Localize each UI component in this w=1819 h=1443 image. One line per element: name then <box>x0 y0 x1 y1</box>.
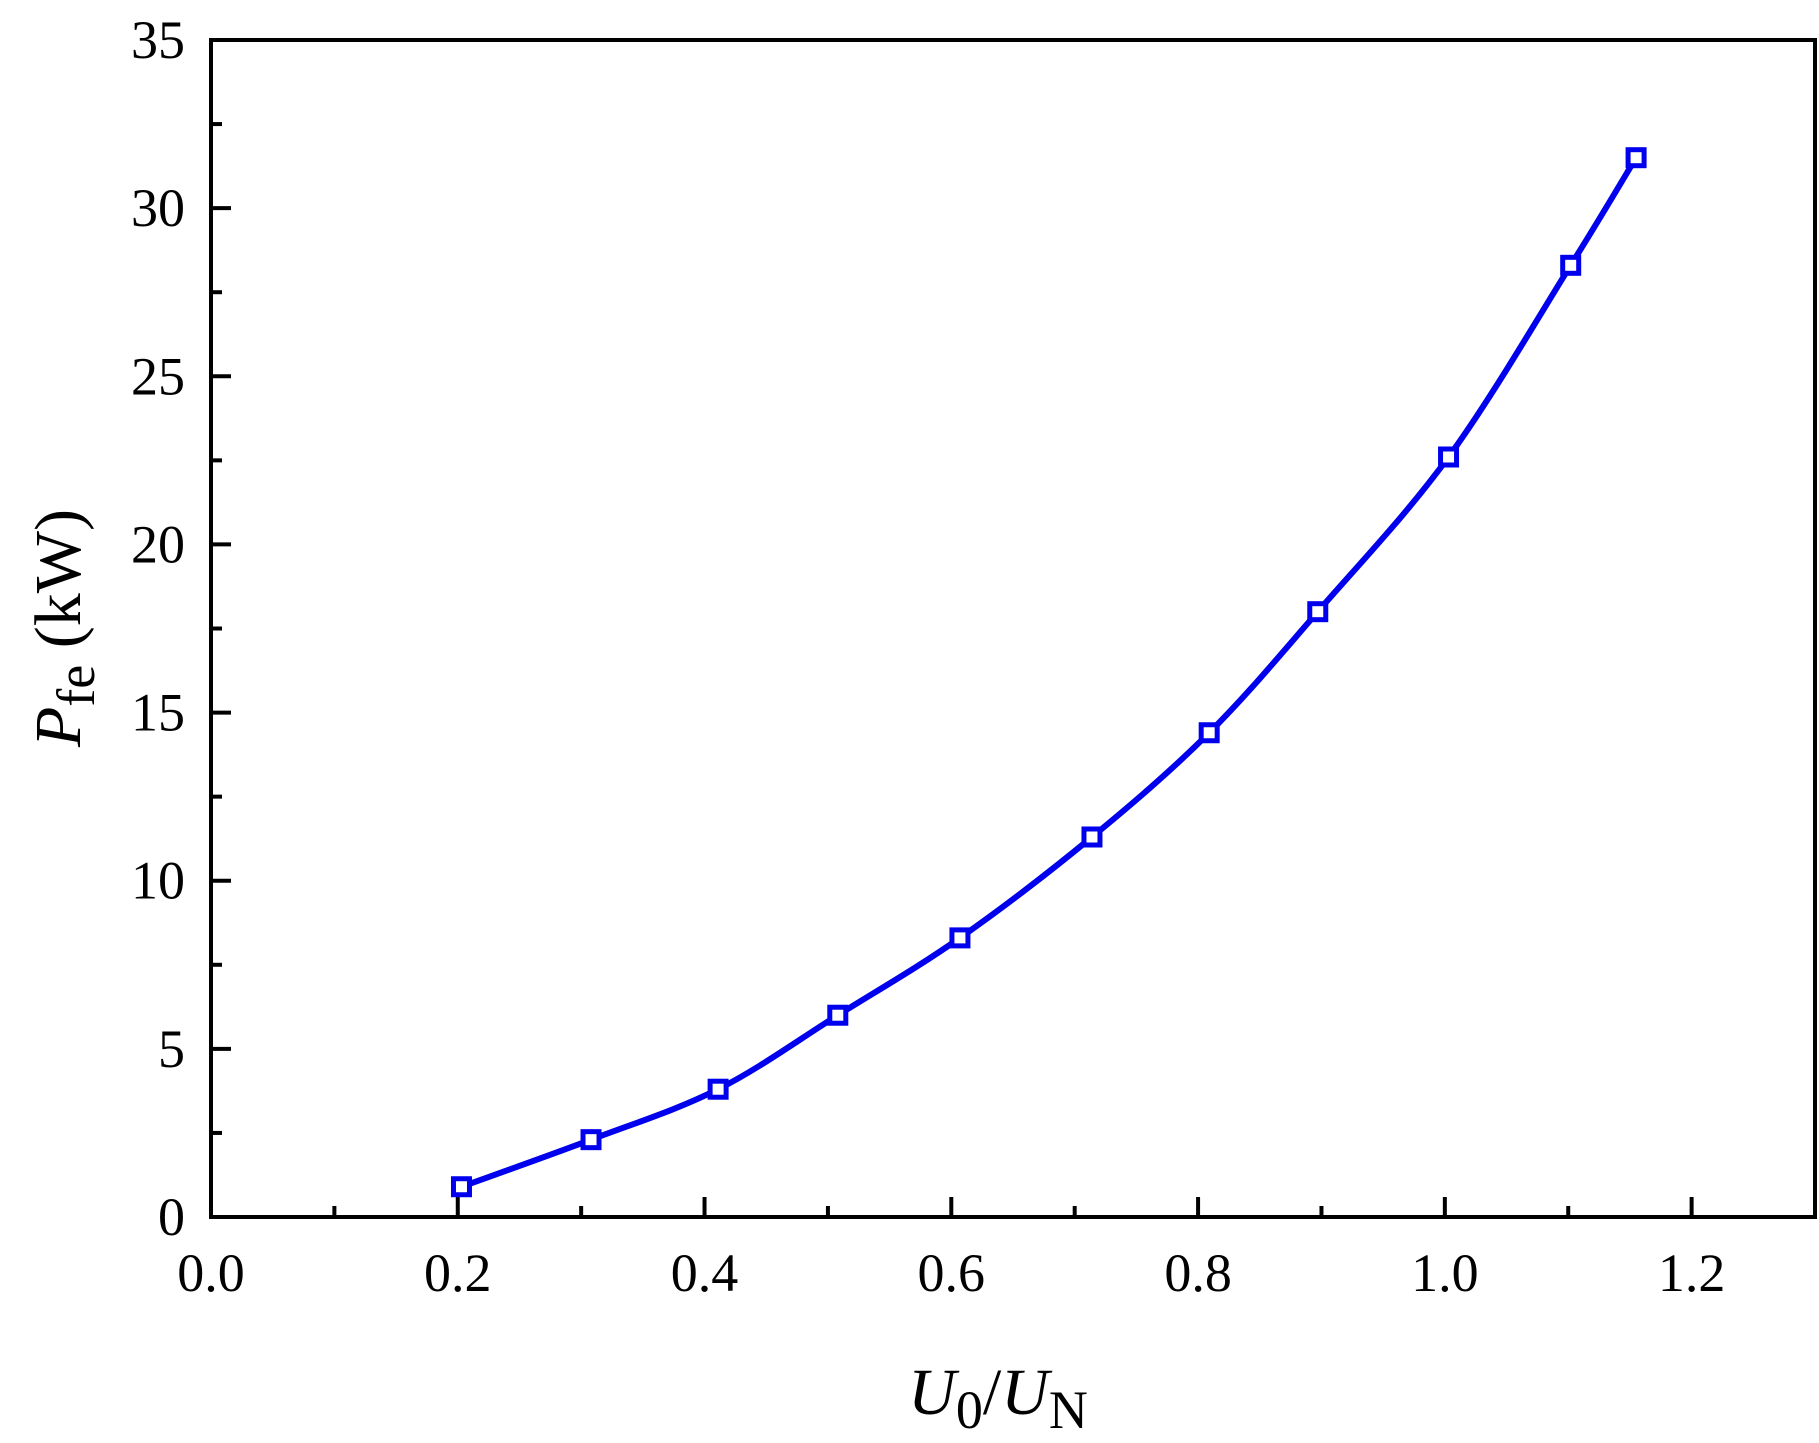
x-axis-title: U0/UN <box>908 1356 1088 1440</box>
data-point-marker <box>827 1004 849 1026</box>
data-point-marker <box>1307 601 1329 623</box>
y-tick-label: 15 <box>131 683 185 743</box>
x-tick-label: 0.4 <box>671 1243 739 1303</box>
data-point-marker <box>1560 254 1582 276</box>
y-tick-label: 25 <box>131 346 185 406</box>
data-point-marker <box>1198 722 1220 744</box>
y-tick-label: 10 <box>131 851 185 911</box>
y-tick-label: 35 <box>131 10 185 70</box>
axis-ticks <box>209 38 1694 1219</box>
y-tick-label: 5 <box>158 1019 185 1079</box>
data-point-marker <box>1625 147 1647 169</box>
y-tick-label: 20 <box>131 514 185 574</box>
data-point-marker <box>450 1176 472 1198</box>
data-point-marker <box>949 927 971 949</box>
series-markers <box>450 147 1647 1198</box>
x-tick-label: 0.2 <box>424 1243 492 1303</box>
x-tick-label: 1.2 <box>1658 1243 1726 1303</box>
y-axis-title: Pfe (kW) <box>22 509 106 748</box>
data-point-marker <box>707 1078 729 1100</box>
data-point-marker <box>1438 446 1460 468</box>
series-line <box>460 156 1639 1190</box>
tick-labels: 0.0 0.2 0.4 0.6 0.8 1.0 1.2 0 5 10 15 20 25 30 35 <box>131 10 1725 1303</box>
x-tick-label: 1.0 <box>1411 1243 1479 1303</box>
y-tick-label: 0 <box>158 1187 185 1247</box>
x-tick-label: 0.6 <box>918 1243 986 1303</box>
y-tick-label: 30 <box>131 178 185 238</box>
data-point-marker <box>580 1129 602 1151</box>
x-tick-label: 0.8 <box>1164 1243 1232 1303</box>
plot-frame <box>209 38 1817 1219</box>
data-point-marker <box>1081 826 1103 848</box>
x-tick-label: 0.0 <box>177 1243 245 1303</box>
